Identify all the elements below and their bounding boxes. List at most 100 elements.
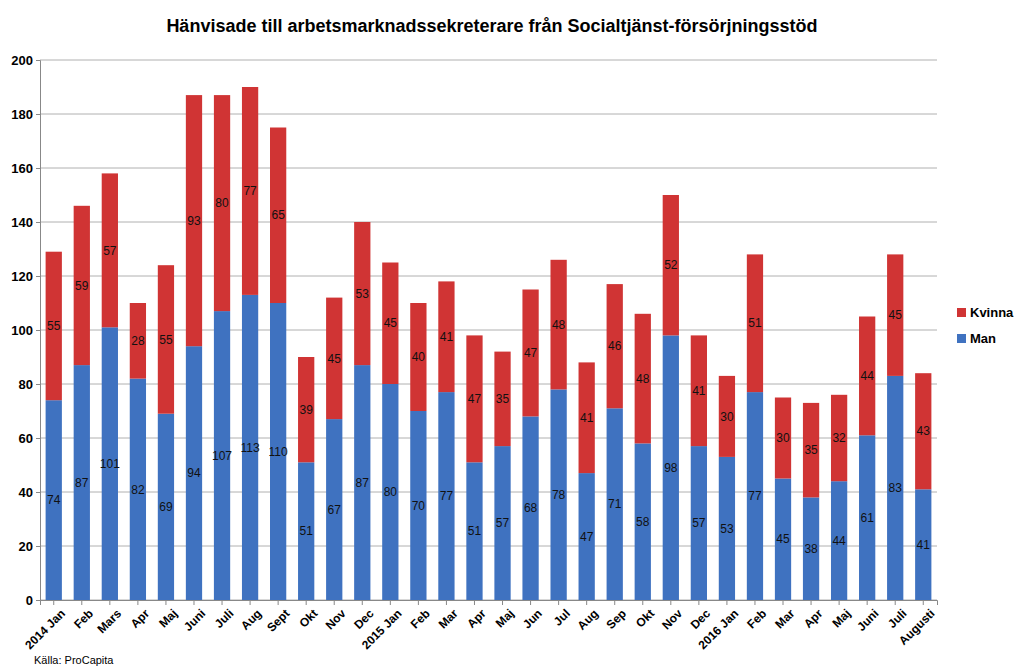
bar — [775, 479, 791, 601]
x-tick-label: Okt — [633, 606, 657, 630]
x-tick: Sep — [604, 600, 629, 632]
data-label: 35 — [496, 392, 510, 406]
data-label: 32 — [832, 431, 846, 445]
bar — [607, 284, 623, 408]
bar — [438, 281, 454, 392]
bar — [354, 222, 370, 365]
title: Hänvisade till arbetsmarknadssekreterare… — [166, 16, 817, 36]
data-label: 47 — [524, 346, 538, 360]
data-label: 80 — [215, 196, 229, 210]
grid-line — [40, 114, 937, 115]
y-tick-mark — [36, 60, 40, 61]
series-bars — [46, 87, 932, 497]
legend-label: Kvinna — [970, 305, 1014, 320]
bar — [466, 462, 482, 600]
bar — [663, 195, 679, 335]
data-label: 80 — [384, 485, 398, 499]
data-label: 52 — [664, 258, 678, 272]
x-axis-line — [41, 601, 938, 606]
grid-line — [40, 546, 937, 547]
bar — [719, 457, 735, 600]
y-tick: 20 — [19, 539, 40, 554]
bar — [298, 357, 314, 462]
y-tick: 60 — [19, 431, 40, 446]
grid-line — [40, 384, 937, 385]
data-label: 51 — [300, 524, 314, 538]
x-tick: 2014 Jan — [22, 600, 68, 652]
x-tick-mark — [558, 600, 559, 605]
bar — [130, 379, 146, 600]
data-label: 87 — [75, 476, 89, 490]
x-tick-mark — [698, 600, 699, 605]
bar — [494, 352, 510, 447]
data-label: 55 — [159, 333, 173, 347]
data-label: 61 — [860, 511, 874, 525]
x-tick: 2016 Jan — [695, 600, 741, 652]
data-label: 98 — [664, 461, 678, 475]
data-label: 44 — [832, 534, 846, 548]
x-tick-label: Jun — [520, 606, 545, 631]
x-tick-mark — [867, 600, 868, 605]
bar — [691, 335, 707, 446]
bar — [522, 416, 538, 600]
x-tick: Maj — [493, 600, 517, 630]
data-label: 65 — [271, 208, 285, 222]
y-tick: 40 — [19, 485, 40, 500]
y-tick-label: 20 — [19, 539, 33, 554]
x-tick-mark — [250, 600, 251, 605]
chart: 7487101826994107113110516787807077515768… — [0, 0, 1024, 669]
x-tick-mark — [614, 600, 615, 605]
data-label: 57 — [692, 516, 706, 530]
y-axis: 020406080100120140160180200 — [11, 53, 40, 608]
y-axis-line — [36, 61, 41, 601]
x-tick-label: 2014 Jan — [22, 606, 68, 652]
bar — [130, 303, 146, 379]
x-tick: Maj — [829, 600, 853, 630]
y-tick-mark — [36, 492, 40, 493]
y-tick: 140 — [11, 215, 40, 230]
data-label: 41 — [692, 384, 706, 398]
bar — [915, 489, 931, 600]
data-label: 57 — [496, 516, 510, 530]
bar — [579, 473, 595, 600]
y-tick-label: 140 — [11, 215, 33, 230]
data-label: 55 — [47, 319, 61, 333]
data-label: 74 — [47, 493, 61, 507]
x-tick: Juni — [181, 600, 208, 634]
data-label: 58 — [636, 515, 650, 529]
bar — [550, 389, 566, 600]
x-tick-label: Maj — [493, 606, 517, 630]
data-label: 48 — [636, 372, 650, 386]
y-tick-mark — [36, 546, 40, 547]
data-label: 30 — [776, 431, 790, 445]
grid-line — [40, 438, 937, 439]
bar — [831, 481, 847, 600]
x-tick-mark — [109, 600, 110, 605]
bar — [438, 392, 454, 600]
x-tick-mark — [137, 600, 138, 605]
x-tick-mark — [81, 600, 82, 605]
x-tick: Juni — [854, 600, 881, 634]
bar — [550, 260, 566, 390]
bar — [270, 128, 286, 304]
x-tick: Maj — [156, 600, 180, 630]
data-label: 45 — [776, 532, 790, 546]
bar — [382, 263, 398, 385]
y-tick-mark — [36, 330, 40, 331]
data-label: 51 — [468, 524, 482, 538]
x-tick-mark — [754, 600, 755, 605]
data-label: 41 — [440, 330, 454, 344]
data-label: 38 — [804, 542, 818, 556]
x-tick-label: Aug — [575, 606, 601, 632]
x-tick-label: Juli — [212, 606, 237, 631]
bar — [915, 373, 931, 489]
bar — [831, 395, 847, 481]
x-tick-label: 2015 Jan — [359, 606, 405, 652]
x-tick-mark — [193, 600, 194, 605]
bar — [186, 346, 202, 600]
data-label: 47 — [580, 530, 594, 544]
x-tick: Aug — [238, 600, 264, 633]
x-tick: Apr — [128, 600, 153, 631]
y-tick: 200 — [11, 53, 40, 68]
data-label: 53 — [356, 287, 370, 301]
